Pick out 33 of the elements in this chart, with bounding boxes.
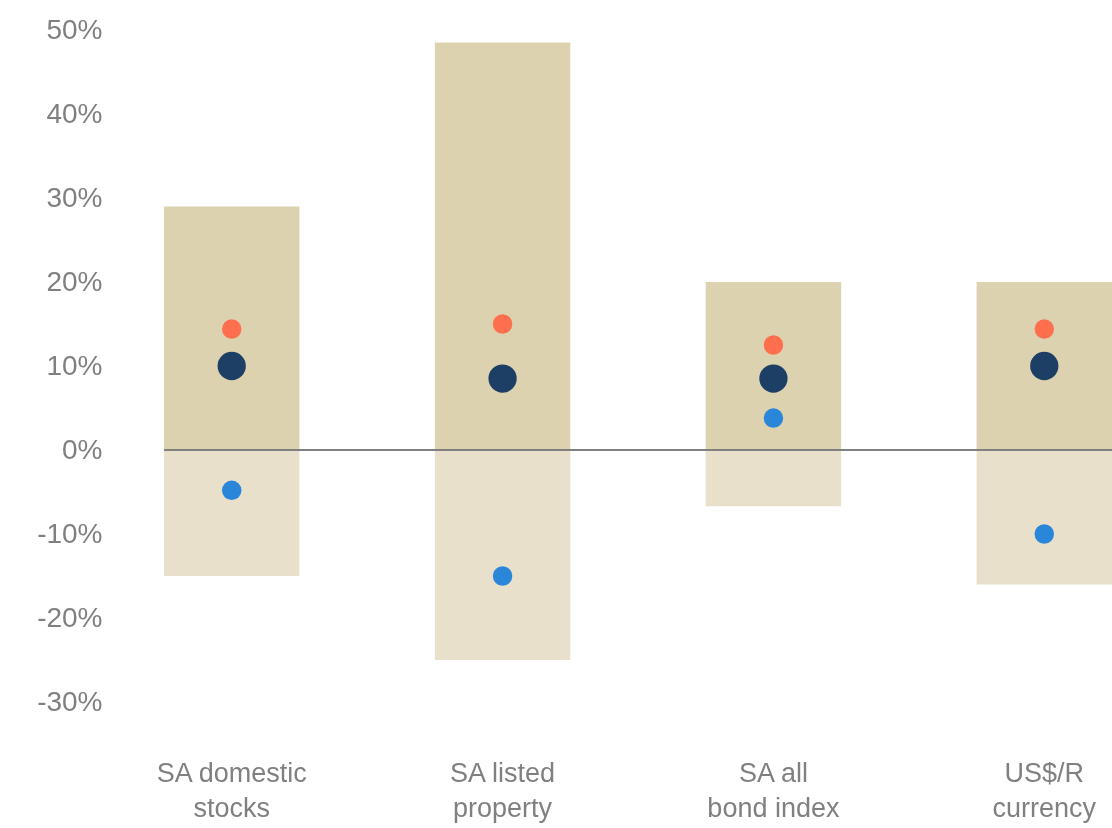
bar	[434, 450, 571, 660]
bar	[705, 282, 842, 450]
y-tick-label: -20%	[37, 601, 103, 633]
point	[763, 408, 784, 428]
y-tick-label: 10%	[46, 349, 103, 381]
y-tick-label: 30%	[46, 181, 103, 213]
point	[488, 364, 517, 393]
point	[1034, 524, 1055, 544]
point	[217, 351, 246, 381]
bar	[434, 42, 571, 450]
y-tick-label: 40%	[46, 97, 103, 129]
point	[221, 480, 242, 501]
y-tick-label: -10%	[37, 517, 103, 549]
point	[1034, 319, 1055, 339]
y-tick-label: -30%	[37, 685, 103, 717]
y-tick-label: 0%	[62, 433, 103, 465]
point	[763, 335, 784, 355]
point	[1030, 351, 1059, 381]
y-tick-label: 50%	[46, 13, 103, 45]
bar	[164, 206, 300, 450]
point	[759, 364, 788, 393]
bar	[164, 450, 300, 576]
point	[492, 314, 513, 334]
y-tick-label: 20%	[46, 265, 103, 297]
x-tick-label: SA all bond index	[707, 757, 840, 823]
bar	[705, 450, 842, 507]
x-tick-label: SA listed property	[450, 757, 556, 823]
x-tick-label: SA domestic stocks	[156, 757, 307, 823]
x-tick-label: US$/R currency	[992, 757, 1097, 823]
bar	[976, 282, 1112, 450]
bar	[976, 450, 1112, 585]
point	[221, 319, 242, 339]
point	[492, 566, 513, 586]
